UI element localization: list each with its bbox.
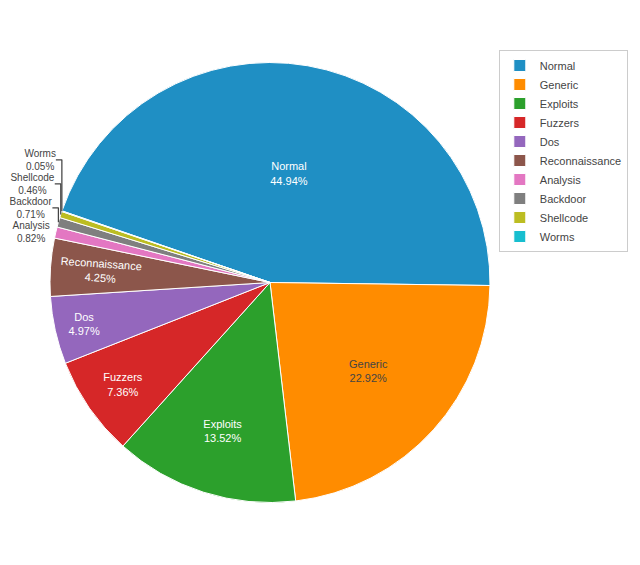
svg-text:Exploits: Exploits — [540, 98, 579, 110]
svg-text:Normal: Normal — [540, 60, 575, 72]
svg-text:Worms0.05%: Worms0.05% — [24, 148, 55, 172]
svg-text:Dos4.97%: Dos4.97% — [68, 311, 99, 337]
svg-text:Backdoor0.71%: Backdoor0.71% — [9, 196, 52, 220]
svg-text:Worms: Worms — [540, 231, 575, 243]
svg-text:Shellcode0.46%: Shellcode0.46% — [10, 172, 54, 196]
svg-text:Generic22.92%: Generic22.92% — [349, 358, 388, 384]
svg-text:Reconnaissance: Reconnaissance — [540, 155, 621, 167]
svg-text:Analysis: Analysis — [540, 174, 581, 186]
svg-text:Generic: Generic — [540, 79, 579, 91]
svg-text:Exploits13.52%: Exploits13.52% — [203, 418, 242, 444]
svg-text:Dos: Dos — [540, 136, 560, 148]
svg-text:Analysis0.82%: Analysis0.82% — [13, 220, 50, 244]
svg-text:Reconnaissance4.25%: Reconnaissance4.25% — [59, 255, 142, 287]
svg-text:Normal44.94%: Normal44.94% — [270, 160, 308, 186]
svg-text:Shellcode: Shellcode — [540, 212, 588, 224]
svg-text:Fuzzers7.36%: Fuzzers7.36% — [103, 371, 143, 397]
svg-text:Backdoor: Backdoor — [540, 193, 587, 205]
svg-text:Fuzzers: Fuzzers — [540, 117, 580, 129]
